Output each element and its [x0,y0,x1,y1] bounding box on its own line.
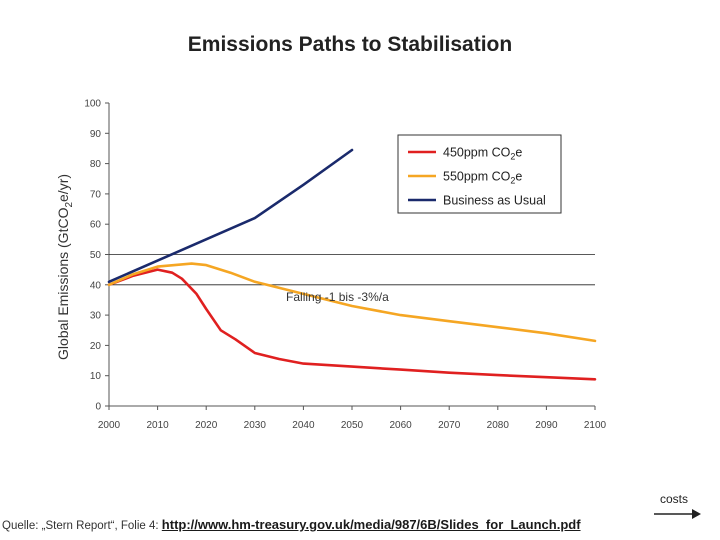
y-axis-label-suffix: e/yr) [55,174,71,202]
y-tick-label-70: 70 [90,189,102,200]
legend: 450ppm CO2e 550ppm CO2e Business as Usual [397,134,562,214]
x-tick-label-2070: 2070 [438,420,461,431]
y-axis-label-group: Global Emissions (GtCO2e/yr) [55,174,75,360]
annotations: Falling -1 bis -3%/a [286,290,389,304]
y-tick-label-80: 80 [90,159,102,170]
x-tick-labels: 2000 2010 2020 2030 2040 2050 2060 2070 2080 2090… [98,406,607,431]
x-tick-label-2050: 2050 [341,420,364,431]
y-tick-label-0: 0 [95,402,101,413]
x-tick-label-2000: 2000 [98,420,121,431]
costs-label: costs [659,492,688,506]
y-axis-label: Global Emissions (GtCO2e/yr) [55,174,75,360]
y-tick-label-30: 30 [90,311,102,322]
x-tick-label-2010: 2010 [146,420,169,431]
arrow-right-icon [654,509,701,519]
x-tick-label-2100: 2100 [584,420,607,431]
y-axis-label-prefix: Global Emissions (GtCO [55,207,71,360]
y-tick-label-60: 60 [90,220,102,231]
x-tick-label-2080: 2080 [487,420,510,431]
y-tick-label-10: 10 [90,371,102,382]
y-axis-label-sub: 2 [64,202,75,208]
gridlines [109,254,595,286]
series-lines [107,148,597,381]
x-tick-label-2020: 2020 [195,420,218,431]
x-tick-label-2090: 2090 [535,420,558,431]
y-tick-labels: 0 10 20 30 40 50 60 70 80 90 100 [84,99,109,413]
y-tick-label-50: 50 [90,250,102,261]
x-tick-label-2060: 2060 [389,420,412,431]
x-tick-label-2040: 2040 [292,420,315,431]
annotation-0: Falling -1 bis -3%/a [286,290,389,304]
y-tick-label-90: 90 [90,129,102,140]
y-tick-label-100: 100 [84,99,101,110]
series-line-2 [107,148,354,284]
series-line-1 [107,262,597,343]
source-citation: Quelle: „Stern Report“, Folie 4: http://… [2,517,581,532]
y-tick-label-20: 20 [90,341,102,352]
y-tick-label-40: 40 [90,280,102,291]
legend-label-1: 550ppm CO2e [443,170,522,186]
legend-label-0: 450ppm CO2e [443,146,522,162]
series-line-0 [107,268,597,381]
legend-label-2: Business as Usual [443,194,546,208]
x-tick-label-2030: 2030 [244,420,267,431]
source-link[interactable]: http://www.hm-treasury.gov.uk/media/987/… [161,517,581,532]
source-prefix: Quelle: „Stern Report“, Folie 4: [2,520,162,532]
chart-title: Emissions Paths to Stabilisation [187,33,513,56]
